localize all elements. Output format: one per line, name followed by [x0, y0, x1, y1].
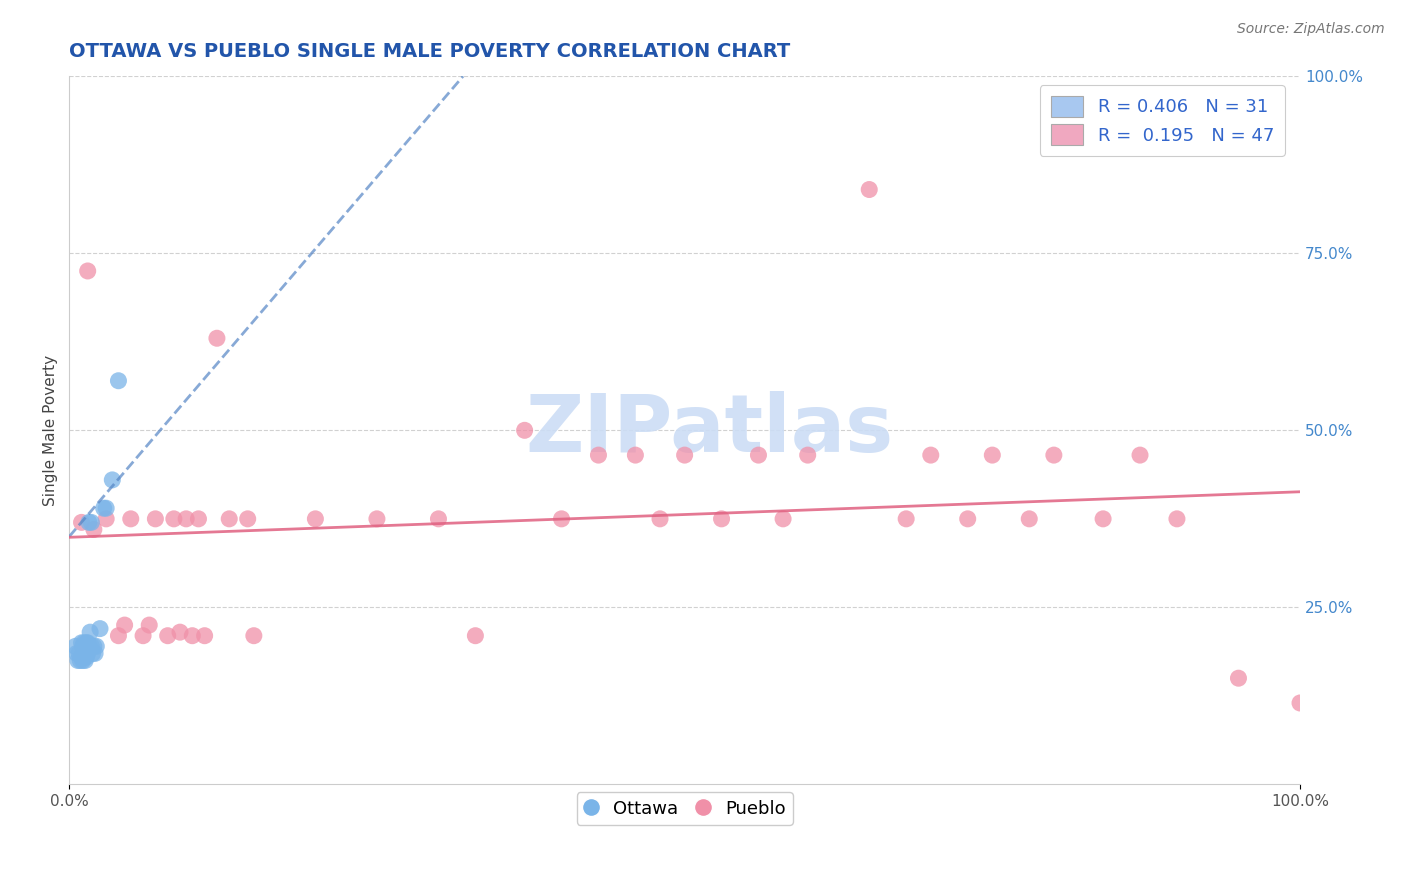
Point [82, 647, 104, 661]
Point [1129, 448, 1152, 462]
Point [75, 640, 97, 654]
Point [138, 618, 160, 632]
Point [163, 512, 186, 526]
Point [83, 640, 105, 654]
Point [65, 647, 87, 661]
Point [73, 636, 96, 650]
Point [796, 448, 818, 462]
Point [1043, 448, 1066, 462]
Point [80, 640, 103, 654]
Point [65, 640, 87, 654]
Point [72, 640, 94, 654]
Point [624, 448, 647, 462]
Point [648, 512, 671, 526]
Point [83, 523, 105, 537]
Point [89, 622, 111, 636]
Point [1092, 512, 1115, 526]
Point [73, 649, 96, 664]
Point [1289, 696, 1312, 710]
Point [243, 629, 266, 643]
Point [70, 649, 93, 664]
Point [427, 512, 450, 526]
Point [156, 629, 179, 643]
Point [513, 423, 536, 437]
Point [1227, 671, 1250, 685]
Point [76, 647, 98, 661]
Legend: Ottawa, Pueblo: Ottawa, Pueblo [576, 792, 793, 825]
Point [1018, 512, 1040, 526]
Point [205, 331, 228, 345]
Point [84, 640, 107, 654]
Point [107, 374, 129, 388]
Point [132, 629, 155, 643]
Point [956, 512, 979, 526]
Point [79, 625, 101, 640]
Point [169, 625, 191, 640]
Point [75, 636, 97, 650]
Point [76, 636, 98, 650]
Point [673, 448, 696, 462]
Point [120, 512, 142, 526]
Point [181, 629, 204, 643]
Point [366, 512, 388, 526]
Point [70, 636, 93, 650]
Point [1166, 512, 1188, 526]
Point [69, 653, 91, 667]
Point [75, 649, 97, 664]
Point [747, 448, 769, 462]
Text: Source: ZipAtlas.com: Source: ZipAtlas.com [1237, 22, 1385, 37]
Point [194, 629, 217, 643]
Point [858, 182, 880, 196]
Point [588, 448, 610, 462]
Point [772, 512, 794, 526]
Point [920, 448, 942, 462]
Point [464, 629, 486, 643]
Point [107, 629, 129, 643]
Point [72, 653, 94, 667]
Point [93, 501, 115, 516]
Point [114, 618, 136, 632]
Point [66, 653, 89, 667]
Point [67, 647, 90, 661]
Point [70, 516, 93, 530]
Point [894, 512, 917, 526]
Point [304, 512, 326, 526]
Text: OTTAWA VS PUEBLO SINGLE MALE POVERTY CORRELATION CHART: OTTAWA VS PUEBLO SINGLE MALE POVERTY COR… [69, 42, 790, 61]
Point [76, 264, 98, 278]
Point [84, 647, 107, 661]
Point [187, 512, 209, 526]
Point [75, 653, 97, 667]
Text: ZIPatlas: ZIPatlas [524, 392, 893, 469]
Y-axis label: Single Male Poverty: Single Male Poverty [44, 355, 58, 506]
Point [80, 516, 103, 530]
Point [550, 512, 572, 526]
Point [145, 512, 167, 526]
Point [77, 516, 100, 530]
Point [101, 473, 124, 487]
Point [236, 512, 259, 526]
Point [174, 512, 197, 526]
Point [96, 512, 118, 526]
Point [710, 512, 733, 526]
Point [96, 501, 118, 516]
Point [77, 640, 100, 654]
Point [981, 448, 1004, 462]
Point [218, 512, 240, 526]
